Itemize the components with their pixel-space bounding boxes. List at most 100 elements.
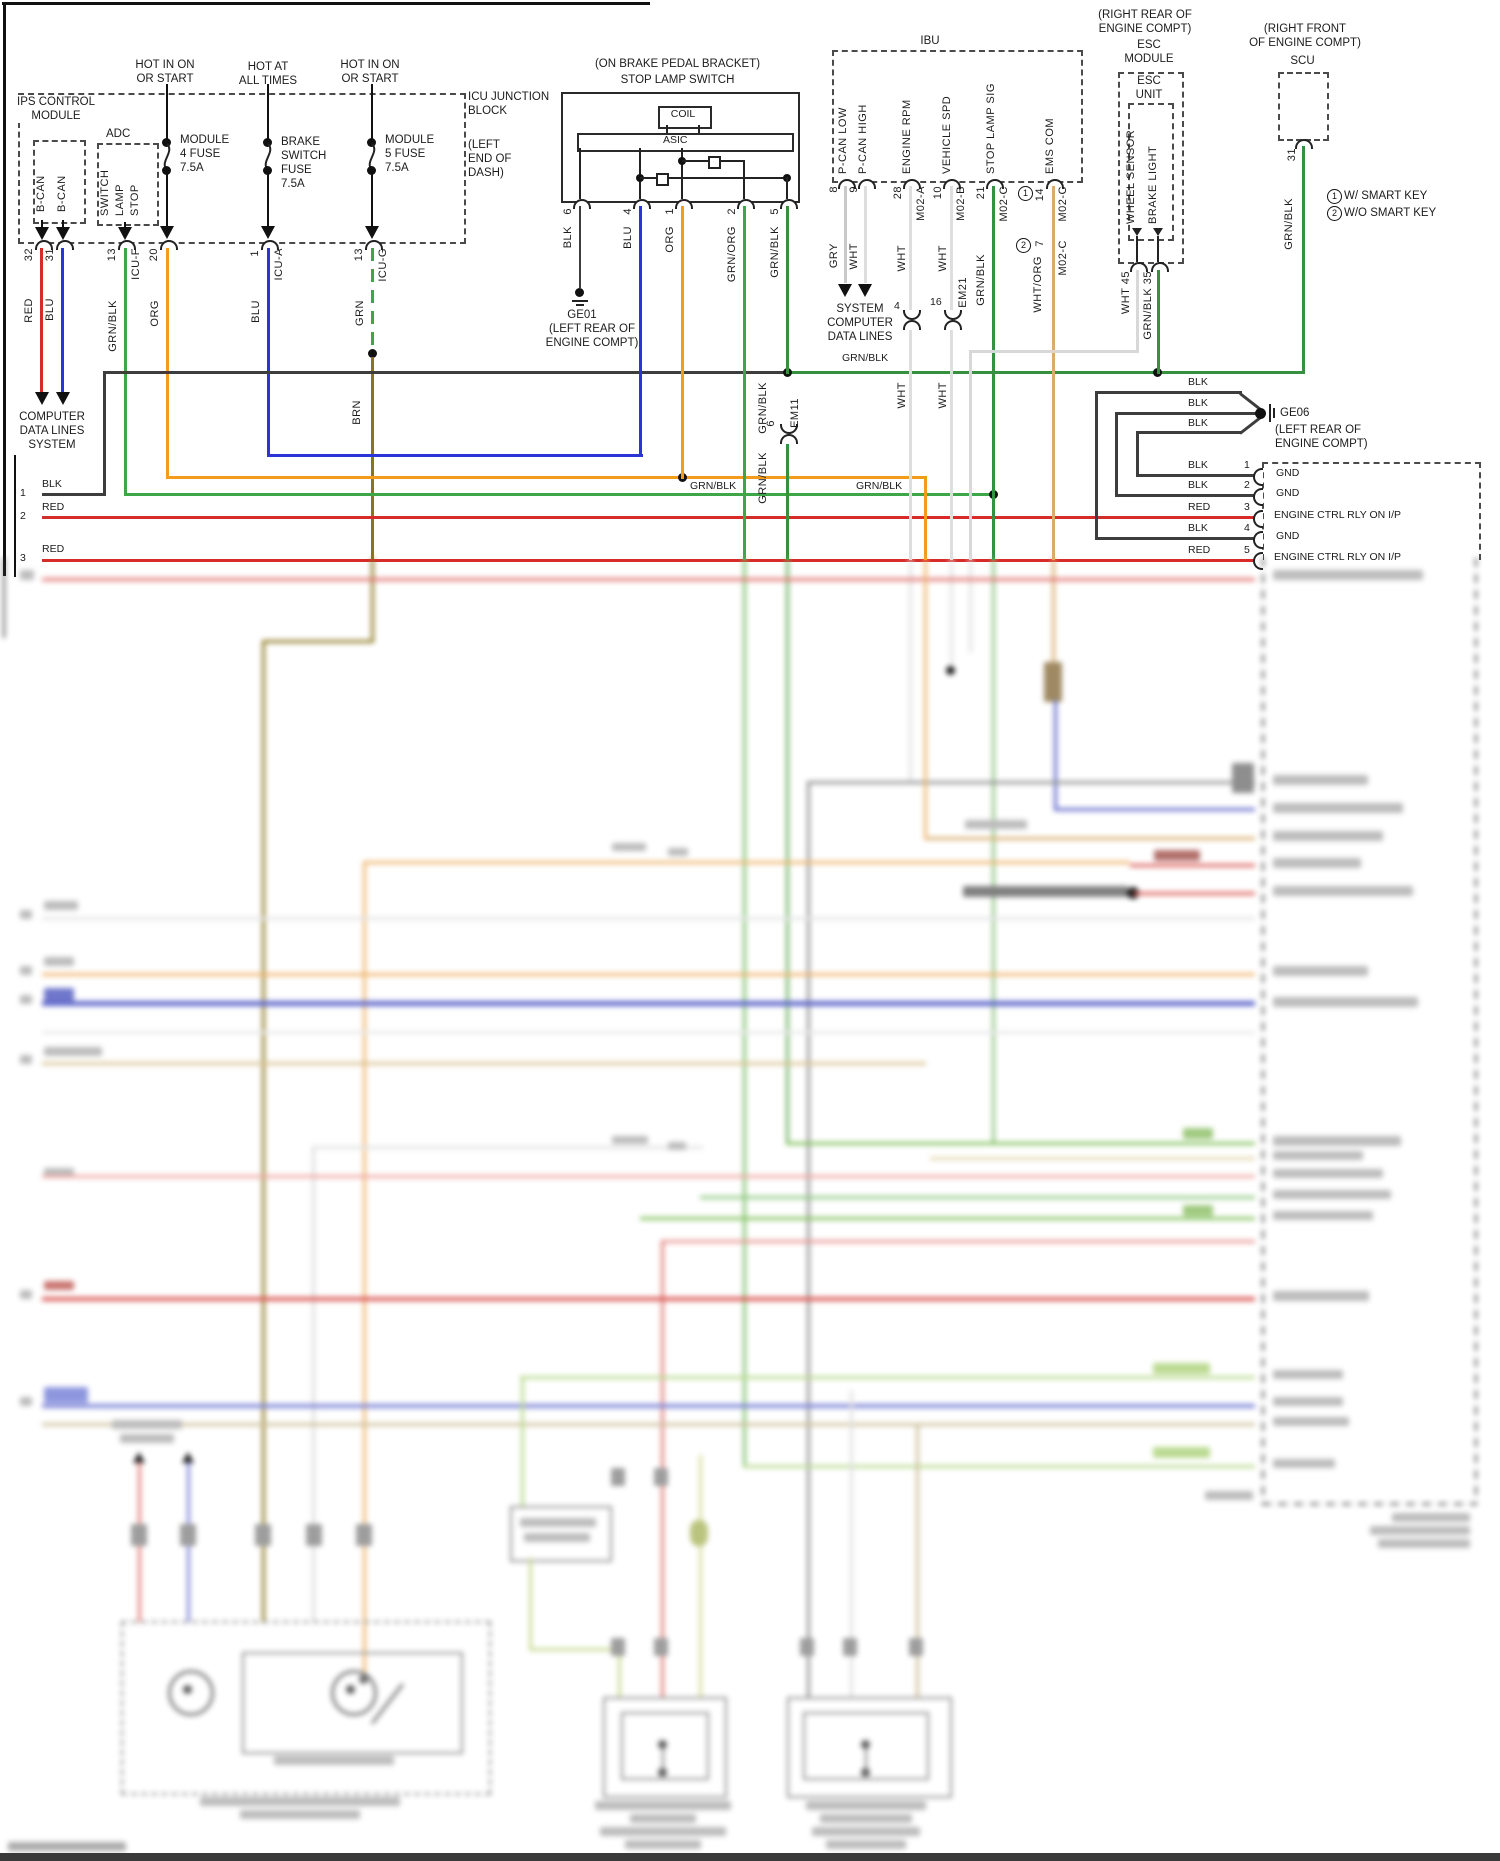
wire-wht-1137 (1136, 270, 1139, 353)
wire-lime-530 (529, 1558, 532, 1650)
watermark (8, 1842, 126, 1851)
scu-title: SCU (1290, 55, 1315, 67)
coil-stub-r (698, 125, 700, 133)
ibu-arc-8 (838, 179, 856, 189)
row-919-lbl (44, 901, 78, 910)
row-1377-pin-blob (1153, 1363, 1210, 1374)
wire-grnblk-787b (786, 444, 789, 560)
ecm-r2-arc (1253, 488, 1263, 506)
em21-arc-a2 (903, 320, 921, 330)
ecm-r3-pin: 3 (1244, 501, 1250, 513)
ecm-r5-label: ENGINE CTRL RLY ON I/P (1274, 551, 1401, 563)
row-1466-right-blob (1273, 1459, 1335, 1468)
ecm-r3-wire: RED (1188, 501, 1211, 513)
sls-contact-2 (656, 173, 669, 186)
row-ltred-1177 (42, 1175, 1255, 1178)
tick-619b (611, 1468, 625, 1486)
wire-brn-blur (371, 558, 374, 643)
row-1299-pin (20, 1290, 32, 1299)
wire-gry-845 (844, 186, 847, 283)
top-border (2, 2, 650, 5)
ecm-r4-pin: 4 (1244, 522, 1250, 534)
pin-arc-32 (35, 240, 53, 250)
lbl-blob-893 (963, 886, 1128, 897)
wire-blk-ge01 (579, 206, 581, 288)
em21-arc-a1 (903, 310, 921, 320)
ge06-v-1096 (1095, 391, 1098, 539)
bcan-box (33, 140, 86, 224)
wire-blu-icua (267, 248, 270, 457)
pin-arc-13g (365, 240, 383, 250)
ecm-r3-arc (1253, 510, 1263, 528)
wire-grn-993-blur (992, 558, 995, 1144)
ecm-right-edge (1475, 558, 1477, 1505)
wire-tan-1053 (1052, 186, 1055, 560)
row-1177-right-blob (1273, 1169, 1383, 1178)
fuse1-wire-top (166, 84, 168, 140)
row-1143-pin-blob (1183, 1128, 1213, 1139)
row-1064-lbl (44, 1047, 102, 1056)
fuel-caption-3 (600, 1827, 726, 1836)
arrow-blu (56, 392, 70, 405)
row-579-right-blob (1273, 570, 1423, 580)
wire-blu-31 (61, 248, 64, 392)
ge06-line-1 (1095, 391, 1242, 394)
ac-caption-3 (812, 1827, 920, 1836)
ecm-r2-line (1115, 494, 1255, 497)
row-blu-1406 (42, 1404, 1255, 1408)
ac-elem (865, 1743, 867, 1773)
row-red-560 (42, 559, 1255, 562)
wire-org-v925 (924, 476, 927, 560)
tick-188 (180, 1524, 196, 1546)
coil-label: COIL (670, 108, 696, 120)
sls-int-v744 (743, 160, 745, 199)
ibu-title: IBU (920, 35, 940, 47)
ge06-bar1 (1269, 404, 1271, 422)
row-blu-1004 (42, 1001, 1255, 1006)
legend-smart-key: W/ SMART KEY (1344, 190, 1428, 202)
fuel-sensor-box (603, 1697, 727, 1798)
run-grn-372 (787, 371, 1305, 374)
row-blu-810 (1054, 808, 1255, 811)
tick-851 (843, 1638, 857, 1656)
lbl-grnblk-494a: GRN/BLK (690, 480, 737, 492)
left-wire-1: BLK (42, 478, 62, 490)
row-975-right-blob (1273, 966, 1368, 976)
junction-grn-brn (368, 349, 377, 358)
sls-contact-1 (708, 156, 721, 169)
esc-title: ESC MODULE (1124, 39, 1174, 66)
ecm-id-blob-2 (1370, 1526, 1470, 1535)
lamp-switch-dot (359, 1675, 368, 1684)
sls-h178 (640, 177, 787, 179)
sls-int-v640 (639, 148, 641, 199)
row-red-1299 (42, 1297, 1255, 1301)
wire-grnblk-1303 (1302, 146, 1305, 374)
ac-dot2 (861, 1768, 870, 1777)
fuse2-wire-top (267, 84, 269, 140)
row-grn-1197 (700, 1196, 1255, 1199)
mid-box-a (510, 1506, 612, 1562)
sls-arc-4 (633, 199, 651, 209)
wire-red-32 (40, 248, 43, 392)
row-838-right-blob (1273, 831, 1383, 841)
wire-wht-313 (312, 1146, 315, 1621)
wire-grnblk-787-blur (786, 558, 789, 1144)
arrow-scdl-2 (858, 284, 872, 297)
pin-arc-31 (56, 240, 74, 250)
fuel-caption-4 (625, 1840, 701, 1849)
em21-arc-b2 (944, 320, 962, 330)
ibu-mk2-circle: 2 (1016, 238, 1031, 253)
adc-box (97, 143, 159, 226)
row-1157-right-blob (1273, 1151, 1363, 1160)
computer-data-lines: COMPUTER DATA LINES SYSTEM (19, 411, 85, 452)
row-grn-1218 (640, 1217, 1255, 1220)
row-1406-pin (20, 1397, 32, 1406)
wire-blu-640 (639, 206, 642, 457)
wire-grnblk-993 (992, 186, 995, 560)
fuse2-label: BRAKE SWITCH FUSE 7.5A (281, 136, 327, 191)
wire-wht-910-blur (909, 558, 912, 782)
esc-arc-45 (1130, 262, 1148, 272)
mid-box-a-lbl2 (524, 1533, 590, 1542)
row-1197-right-blob (1273, 1190, 1391, 1199)
